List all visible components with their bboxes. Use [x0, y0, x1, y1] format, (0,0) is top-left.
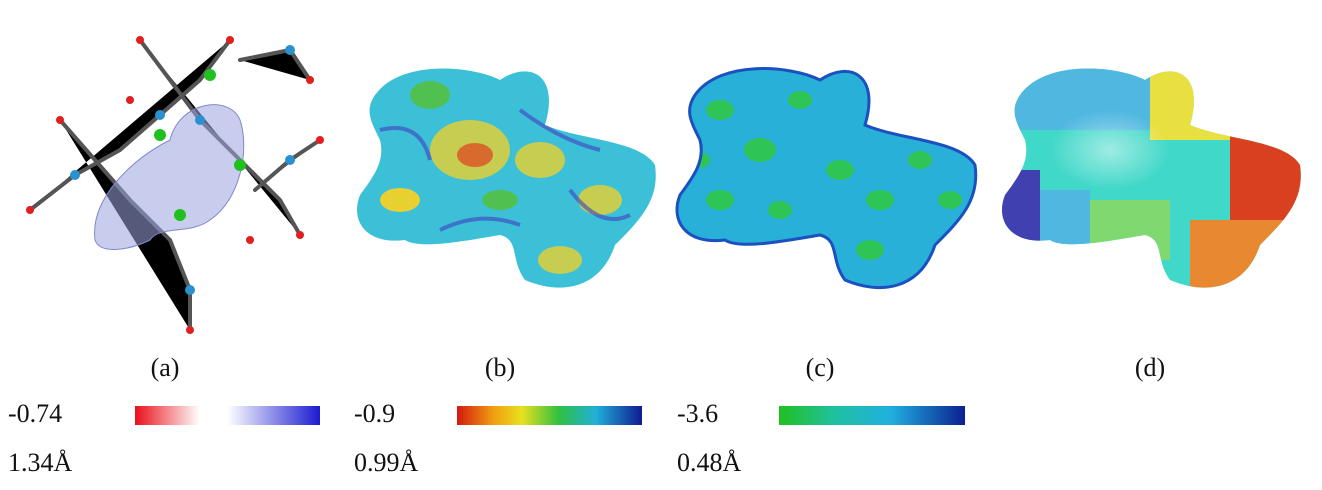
color-scale-bar	[135, 406, 320, 425]
panel-label: (a)	[151, 353, 180, 382]
scale-distance: 0.48Å	[677, 448, 742, 477]
color-scale-bar	[457, 406, 642, 425]
panel-label: (c)	[806, 353, 835, 382]
panel-a-image	[26, 36, 324, 334]
panel-b-image	[357, 68, 656, 288]
panel-c-image	[675, 67, 978, 290]
scale-min: -3.6	[677, 399, 718, 428]
scale-min: -0.74	[8, 399, 62, 428]
panel-label: (b)	[485, 353, 515, 382]
color-scale-bar	[779, 406, 965, 425]
scale-distance: 0.99Å	[354, 448, 419, 477]
scale-min: -0.9	[354, 399, 395, 428]
panel-label: (d)	[1135, 353, 1165, 382]
panel-d-image	[1002, 68, 1301, 288]
scale-distance: 1.34Å	[8, 448, 73, 477]
